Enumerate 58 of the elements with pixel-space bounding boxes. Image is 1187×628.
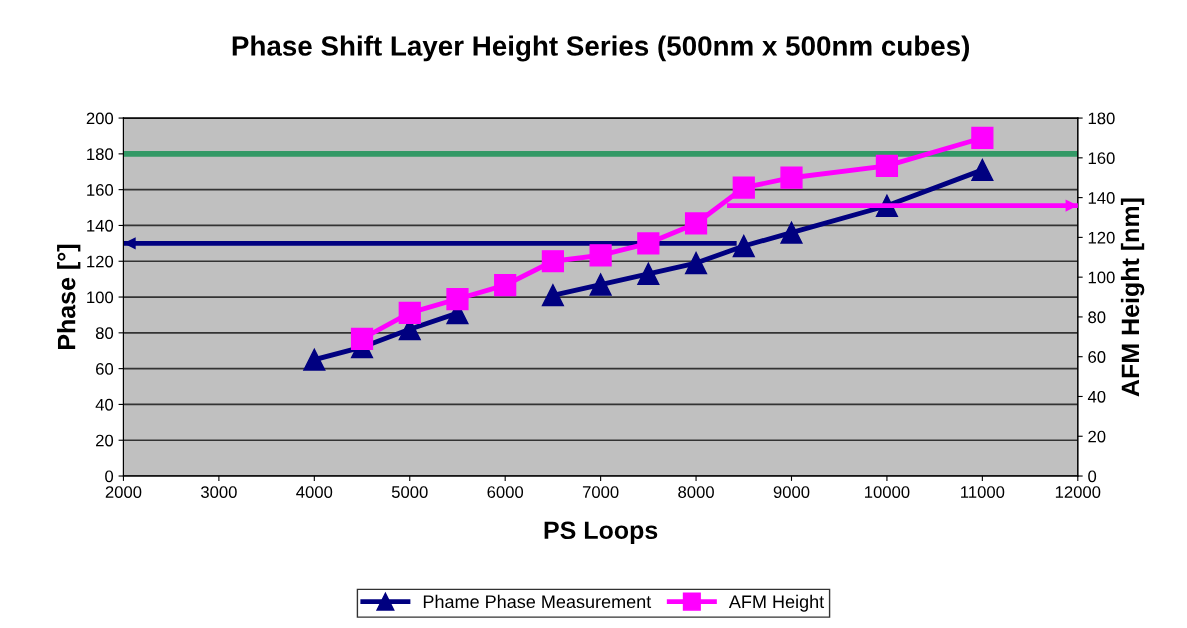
- x-tick-label: 7000: [582, 486, 619, 498]
- y2-tick-label: 100: [1088, 271, 1115, 284]
- x-tick-label: 4000: [296, 486, 333, 498]
- y2-tick-label: 140: [1088, 192, 1115, 204]
- point: [541, 284, 565, 307]
- y2-tick-label: 0: [1088, 470, 1097, 483]
- y-tick-label: 0: [105, 470, 114, 483]
- point: [637, 232, 660, 255]
- y-tick-label: 160: [87, 184, 114, 196]
- y-tick-label: 200: [86, 112, 114, 125]
- point: [780, 221, 803, 244]
- y-axis-title: Phase [°]: [57, 244, 81, 349]
- x-tick-label: 3000: [200, 486, 237, 498]
- x-tick-label: 9000: [773, 486, 810, 498]
- x-tick-label: 6000: [487, 486, 524, 498]
- y-tick-label: 140: [87, 219, 114, 232]
- y-tick-label: 120: [87, 255, 114, 268]
- y2-tick-label: 180: [1088, 112, 1115, 125]
- legend-label: Phame Phase Measurement: [423, 594, 652, 609]
- y2-tick-label: 160: [1088, 152, 1115, 165]
- point: [732, 234, 755, 258]
- point: [875, 154, 899, 177]
- y2-tick-label: 80: [1088, 311, 1106, 324]
- y-tick-label: 20: [96, 434, 114, 447]
- point: [971, 126, 994, 150]
- point: [684, 251, 708, 275]
- y2-tick-label: 40: [1087, 390, 1106, 403]
- point: [350, 327, 374, 350]
- x-tick-label: 12000: [1055, 486, 1101, 498]
- point: [494, 274, 517, 297]
- y-tick-label: 40: [95, 398, 114, 411]
- legend-label: AFM Height: [728, 594, 825, 612]
- y-tick-label: 100: [87, 291, 114, 304]
- x-axis-title: PS Loops: [544, 521, 658, 545]
- x-tick-label: 5000: [391, 486, 428, 498]
- point: [541, 250, 565, 273]
- x-tick-label: 11000: [961, 486, 1005, 498]
- point: [971, 158, 994, 182]
- point: [589, 244, 612, 267]
- y-tick-label: 80: [95, 327, 114, 340]
- y2-tick-label: 120: [1088, 231, 1115, 244]
- point: [589, 273, 612, 296]
- x-tick-label: 2000: [105, 486, 142, 498]
- y2-tick-label: 20: [1088, 430, 1106, 443]
- x-tick-label: 8000: [678, 486, 714, 498]
- point: [732, 176, 755, 199]
- point: [637, 262, 660, 285]
- point: [684, 212, 708, 235]
- point: [780, 166, 803, 189]
- x-tick-label: 10000: [865, 486, 910, 498]
- chart-title: Phase Shift Layer Height Series (500nm x 500nm cubes): [232, 35, 970, 62]
- point: [303, 348, 326, 371]
- y2-axis-title: AFM Height [nm]: [1120, 198, 1145, 397]
- y2-tick-label: 60: [1088, 351, 1106, 363]
- point: [446, 287, 469, 311]
- y-tick-label: 60: [96, 363, 114, 375]
- point: [398, 301, 421, 325]
- y-tick-label: 180: [87, 148, 114, 161]
